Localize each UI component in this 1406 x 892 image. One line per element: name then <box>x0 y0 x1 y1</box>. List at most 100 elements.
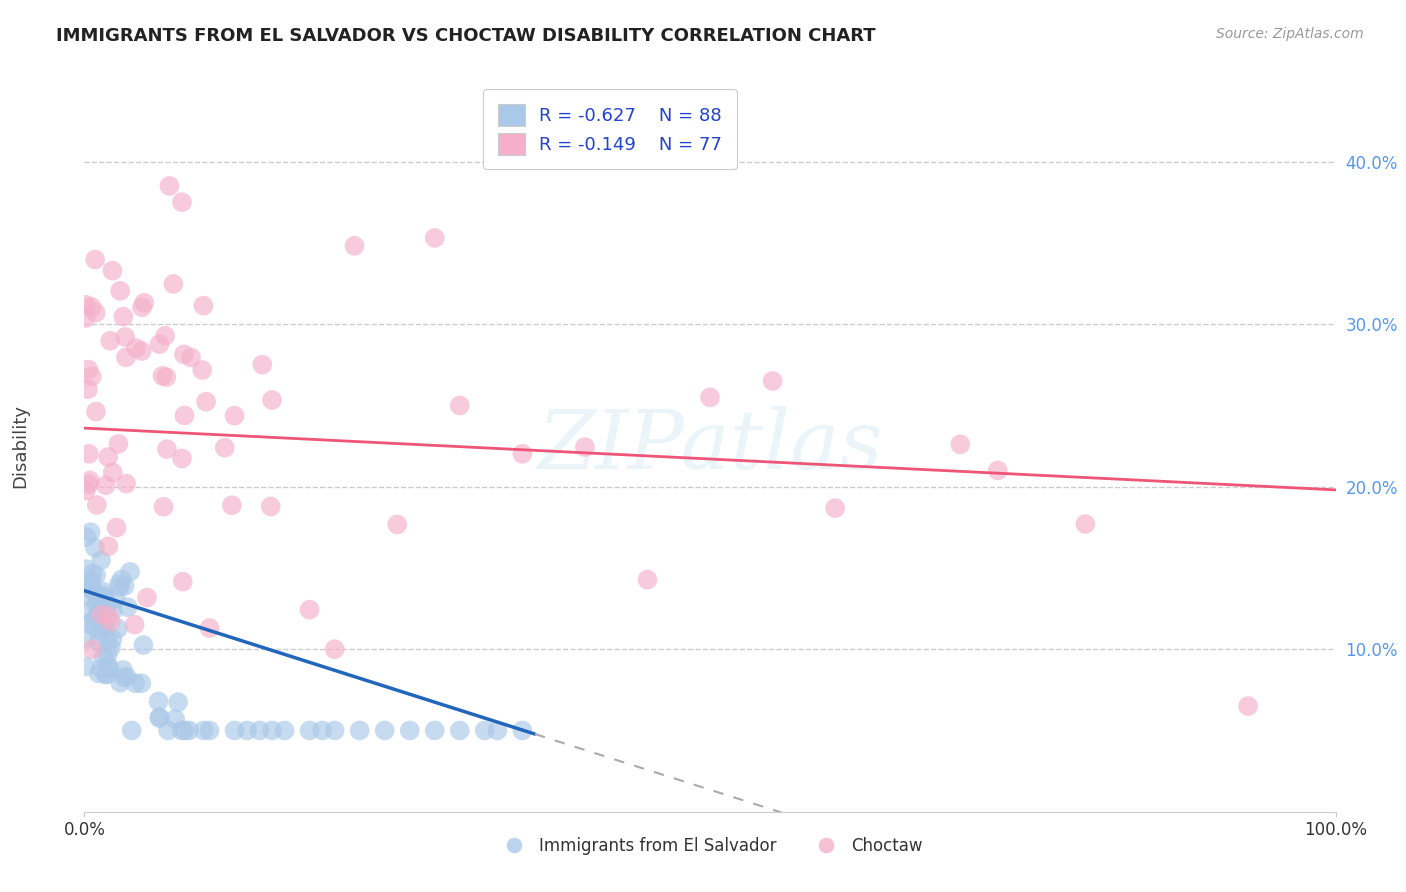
Point <box>77 362 100 376</box>
Point <box>120 565 142 579</box>
Point <box>987 463 1010 477</box>
Point <box>79 474 101 488</box>
Point <box>131 343 153 358</box>
Point <box>90 661 112 675</box>
Point <box>91 617 114 632</box>
Point <box>84 252 107 267</box>
Point <box>385 517 409 532</box>
Point <box>148 337 170 351</box>
Point <box>101 632 124 647</box>
Point <box>100 615 122 629</box>
Point <box>82 581 104 595</box>
Point <box>90 607 112 622</box>
Point <box>76 604 98 618</box>
Point <box>97 659 120 673</box>
Point <box>224 723 246 738</box>
Point <box>198 621 221 635</box>
Text: ZIPatlas: ZIPatlas <box>537 406 883 486</box>
Point <box>311 723 333 738</box>
Point <box>156 442 179 456</box>
Point <box>101 603 124 617</box>
Text: IMMIGRANTS FROM EL SALVADOR VS CHOCTAW DISABILITY CORRELATION CHART: IMMIGRANTS FROM EL SALVADOR VS CHOCTAW D… <box>56 27 876 45</box>
Point <box>193 723 215 738</box>
Point <box>75 311 97 326</box>
Point <box>115 351 138 365</box>
Point <box>173 347 195 361</box>
Point <box>124 676 146 690</box>
Point <box>111 573 134 587</box>
Point <box>1237 699 1260 714</box>
Point <box>93 595 115 609</box>
Point <box>449 723 471 738</box>
Point <box>153 328 176 343</box>
Point <box>191 363 214 377</box>
Point <box>115 476 138 491</box>
Point <box>323 723 346 738</box>
Point <box>76 530 98 544</box>
Point <box>89 604 111 618</box>
Point <box>155 370 177 384</box>
Point <box>87 666 110 681</box>
Point <box>134 295 156 310</box>
Point <box>108 580 131 594</box>
Point <box>129 676 152 690</box>
Point <box>262 392 284 407</box>
Point <box>159 178 181 193</box>
Point <box>80 583 103 598</box>
Point <box>93 620 115 634</box>
Point <box>97 609 120 624</box>
Point <box>449 399 471 413</box>
Point <box>136 591 159 605</box>
Point <box>114 579 136 593</box>
Point <box>224 409 246 423</box>
Point <box>111 663 134 677</box>
Point <box>148 711 170 725</box>
Legend: Immigrants from El Salvador, Choctaw: Immigrants from El Salvador, Choctaw <box>491 830 929 862</box>
Point <box>167 695 190 709</box>
Point <box>83 620 105 634</box>
Point <box>75 562 97 576</box>
Point <box>84 404 107 418</box>
Point <box>157 723 180 738</box>
Point <box>170 451 193 466</box>
Point <box>249 723 271 738</box>
Point <box>474 723 496 738</box>
Point <box>96 633 118 648</box>
Point <box>148 694 170 708</box>
Point <box>170 723 193 738</box>
Point <box>96 599 118 613</box>
Point <box>94 591 117 605</box>
Point <box>172 574 194 589</box>
Text: Source: ZipAtlas.com: Source: ZipAtlas.com <box>1216 27 1364 41</box>
Point <box>100 640 122 655</box>
Point <box>98 662 121 676</box>
Y-axis label: Disability: Disability <box>11 404 28 488</box>
Point <box>173 409 195 423</box>
Point <box>198 723 221 738</box>
Point <box>97 450 120 464</box>
Point <box>75 298 97 312</box>
Point <box>93 605 115 619</box>
Point <box>76 632 98 646</box>
Point <box>170 195 193 210</box>
Point <box>77 447 100 461</box>
Point <box>82 642 104 657</box>
Point <box>91 649 114 664</box>
Point <box>80 300 103 314</box>
Point <box>110 284 132 298</box>
Point <box>80 574 103 589</box>
Point <box>131 300 153 314</box>
Point <box>148 710 170 724</box>
Point <box>84 305 107 319</box>
Point <box>94 667 117 681</box>
Point <box>77 477 100 491</box>
Point <box>398 723 420 738</box>
Point <box>76 589 98 603</box>
Point <box>91 584 114 599</box>
Point <box>104 591 127 606</box>
Point <box>82 566 104 581</box>
Point <box>87 635 110 649</box>
Point <box>84 598 107 612</box>
Point <box>86 498 108 512</box>
Point <box>124 617 146 632</box>
